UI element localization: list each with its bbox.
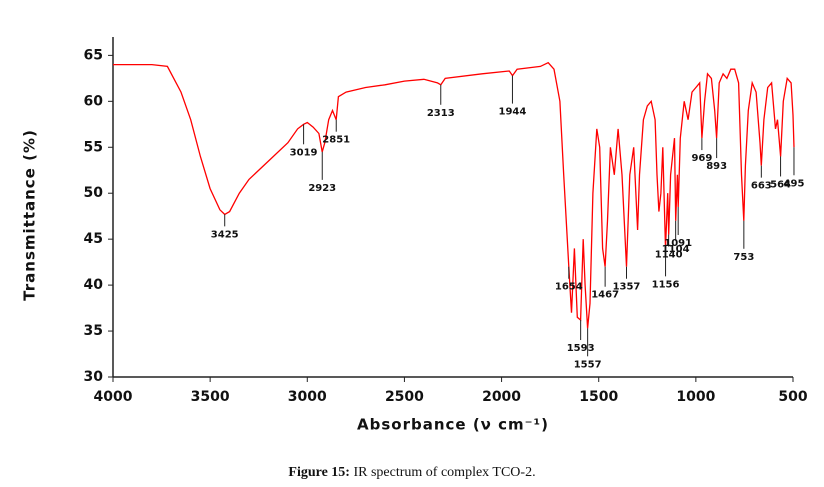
y-tick-label: 65 bbox=[84, 47, 103, 63]
annotation-label: 1140 bbox=[655, 250, 683, 261]
annotation-label: 1654 bbox=[555, 282, 583, 293]
x-tick-label: 1000 bbox=[676, 389, 715, 405]
annotation-label: 663 bbox=[751, 181, 772, 192]
annotation-label: 1467 bbox=[591, 290, 619, 301]
annotation-label: 2313 bbox=[427, 108, 455, 119]
annotation-label: 3425 bbox=[211, 229, 239, 240]
x-tick-label: 1500 bbox=[579, 389, 618, 405]
y-tick-label: 55 bbox=[84, 139, 103, 155]
y-tick-label: 30 bbox=[84, 369, 104, 385]
x-tick-label: 500 bbox=[778, 389, 807, 405]
y-tick-label: 35 bbox=[84, 323, 103, 339]
x-tick-label: 3000 bbox=[288, 389, 327, 405]
x-tick-label: 3500 bbox=[191, 389, 230, 405]
x-tick-label: 2500 bbox=[385, 389, 424, 405]
annotation-label: 564 bbox=[770, 179, 791, 190]
x-tick-label: 2000 bbox=[482, 389, 521, 405]
annotation-label: 1091 bbox=[664, 238, 692, 249]
annotation-label: 1593 bbox=[567, 343, 595, 354]
annotation-label: 1156 bbox=[652, 279, 680, 290]
y-tick-label: 40 bbox=[84, 277, 104, 293]
annotation-label: 3019 bbox=[290, 147, 318, 158]
caption-text: IR spectrum of complex TCO-2. bbox=[353, 465, 535, 480]
annotation-label: 2923 bbox=[308, 183, 336, 194]
annotation-label: 1557 bbox=[574, 359, 602, 370]
y-tick-label: 45 bbox=[84, 231, 103, 247]
annotation-label: 495 bbox=[784, 178, 805, 189]
spectrum-line bbox=[113, 61, 795, 329]
annotation-label: 893 bbox=[706, 161, 727, 172]
y-tick-label: 50 bbox=[84, 185, 104, 201]
annotation-label: 2851 bbox=[322, 135, 350, 146]
caption-label: Figure 15: bbox=[288, 465, 350, 480]
y-tick-label: 60 bbox=[84, 93, 104, 109]
annotation-label: 1357 bbox=[613, 282, 641, 293]
annotation-label: 1944 bbox=[499, 107, 527, 118]
x-tick-label: 4000 bbox=[94, 389, 133, 405]
caption: Figure 15: IR spectrum of complex TCO-2. bbox=[288, 465, 535, 480]
annotation-label: 969 bbox=[691, 153, 712, 164]
annotation-label: 753 bbox=[733, 252, 754, 263]
x-axis-label: Absorbance (ν cm⁻¹) bbox=[357, 416, 549, 434]
y-axis-label: Transmittance (%) bbox=[21, 129, 39, 301]
annotation-label: 1104 bbox=[662, 244, 690, 255]
